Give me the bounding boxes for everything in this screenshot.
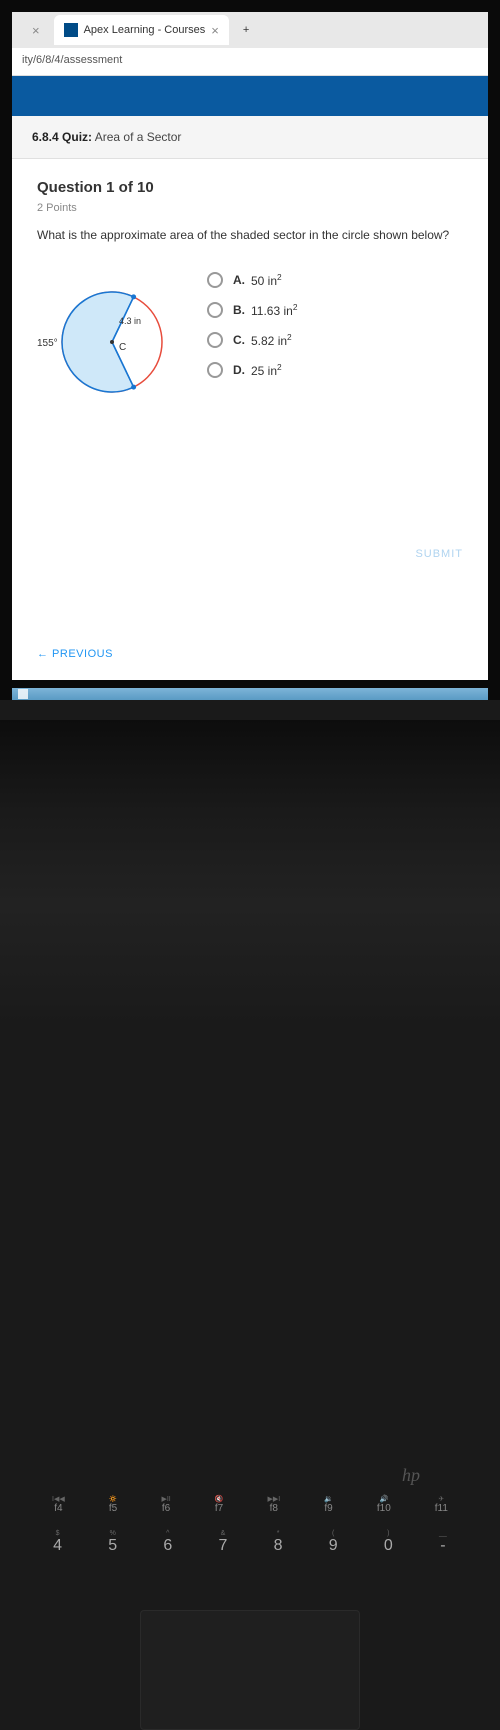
question-panel: Question 1 of 10 2 Points What is the ap… bbox=[12, 159, 488, 680]
svg-text:C: C bbox=[119, 342, 126, 353]
windows-taskbar[interactable] bbox=[12, 688, 488, 700]
close-icon[interactable]: × bbox=[32, 23, 40, 38]
laptop-keyboard: hp I◀◀f4 🔅f5 ▶IIf6 🔇f7 ▶▶If8 🔉f9 🔊f10 ✈f… bbox=[0, 720, 500, 1027]
close-icon[interactable]: × bbox=[211, 23, 219, 38]
apex-favicon-icon bbox=[64, 23, 78, 37]
key-0[interactable]: )0 bbox=[384, 1530, 393, 1555]
trackpad[interactable] bbox=[140, 1610, 360, 1730]
number-key-row: $4 %5 ^6 &7 *8 (9 )0 __- bbox=[0, 1530, 500, 1555]
radio-icon[interactable] bbox=[207, 362, 223, 378]
section-number: 6.8.4 bbox=[32, 130, 59, 144]
key-f8[interactable]: ▶▶If8 bbox=[267, 1495, 280, 1514]
key-6[interactable]: ^6 bbox=[163, 1530, 172, 1555]
tab-title: Apex Learning - Courses bbox=[84, 24, 206, 36]
option-label: A. bbox=[233, 273, 245, 287]
app-header bbox=[12, 76, 488, 116]
function-key-row: I◀◀f4 🔅f5 ▶IIf6 🔇f7 ▶▶If8 🔉f9 🔊f10 ✈f11 bbox=[0, 1495, 500, 1514]
option-label: C. bbox=[233, 333, 245, 347]
taskbar-app-icon[interactable] bbox=[18, 689, 28, 699]
option-text: 11.63 in2 bbox=[251, 302, 297, 318]
question-points: 2 Points bbox=[37, 202, 463, 214]
key-8[interactable]: *8 bbox=[274, 1530, 283, 1555]
option-d[interactable]: D. 25 in2 bbox=[207, 362, 463, 378]
question-number: Question 1 of 10 bbox=[37, 179, 463, 196]
key-dash[interactable]: __- bbox=[439, 1530, 447, 1555]
breadcrumb: 6.8.4 Quiz: Area of a Sector bbox=[12, 116, 488, 159]
new-tab-button[interactable]: + bbox=[233, 15, 259, 45]
radio-icon[interactable] bbox=[207, 332, 223, 348]
radio-icon[interactable] bbox=[207, 272, 223, 288]
key-f4[interactable]: I◀◀f4 bbox=[52, 1495, 65, 1514]
address-bar[interactable]: ity/6/8/4/assessment bbox=[12, 48, 488, 76]
key-9[interactable]: (9 bbox=[329, 1530, 338, 1555]
url-text: ity/6/8/4/assessment bbox=[22, 54, 122, 66]
key-f9[interactable]: 🔉f9 bbox=[324, 1495, 333, 1514]
previous-button[interactable]: ← PREVIOUS bbox=[37, 648, 113, 660]
tab-prev[interactable]: × bbox=[16, 15, 50, 45]
laptop-screen: × Apex Learning - Courses × + ity/6/8/4/… bbox=[0, 0, 500, 700]
submit-button[interactable]: SUBMIT bbox=[415, 548, 463, 560]
browser-tab-strip: × Apex Learning - Courses × + bbox=[12, 12, 488, 48]
section-type: Quiz: bbox=[62, 130, 92, 144]
option-text: 5.82 in2 bbox=[251, 332, 292, 348]
plus-icon: + bbox=[243, 24, 249, 36]
key-f11[interactable]: ✈f11 bbox=[435, 1495, 448, 1514]
option-label: B. bbox=[233, 303, 245, 317]
key-5[interactable]: %5 bbox=[108, 1530, 117, 1555]
sector-diagram-icon: C 4.3 in 155° bbox=[37, 272, 177, 412]
answer-options: A. 50 in2 B. 11.63 in2 C. 5.82 in2 D. 25… bbox=[207, 272, 463, 412]
key-f6[interactable]: ▶IIf6 bbox=[161, 1495, 170, 1514]
hp-logo-icon: hp bbox=[402, 1465, 420, 1486]
option-c[interactable]: C. 5.82 in2 bbox=[207, 332, 463, 348]
radio-icon[interactable] bbox=[207, 302, 223, 318]
svg-text:4.3 in: 4.3 in bbox=[119, 316, 141, 326]
section-title: Area of a Sector bbox=[95, 130, 182, 144]
circle-figure: C 4.3 in 155° bbox=[37, 272, 177, 412]
key-7[interactable]: &7 bbox=[218, 1530, 227, 1555]
tab-active[interactable]: Apex Learning - Courses × bbox=[54, 15, 229, 45]
option-text: 50 in2 bbox=[251, 272, 282, 288]
question-body: C 4.3 in 155° A. 50 in2 B. 11.63 in2 bbox=[37, 272, 463, 412]
option-text: 25 in2 bbox=[251, 362, 282, 378]
svg-text:155°: 155° bbox=[37, 338, 58, 349]
option-a[interactable]: A. 50 in2 bbox=[207, 272, 463, 288]
key-4[interactable]: $4 bbox=[53, 1530, 62, 1555]
option-b[interactable]: B. 11.63 in2 bbox=[207, 302, 463, 318]
key-f7[interactable]: 🔇f7 bbox=[215, 1495, 224, 1514]
key-f5[interactable]: 🔅f5 bbox=[109, 1495, 118, 1514]
option-label: D. bbox=[233, 363, 245, 377]
question-text: What is the approximate area of the shad… bbox=[37, 228, 463, 242]
key-f10[interactable]: 🔊f10 bbox=[377, 1495, 391, 1514]
